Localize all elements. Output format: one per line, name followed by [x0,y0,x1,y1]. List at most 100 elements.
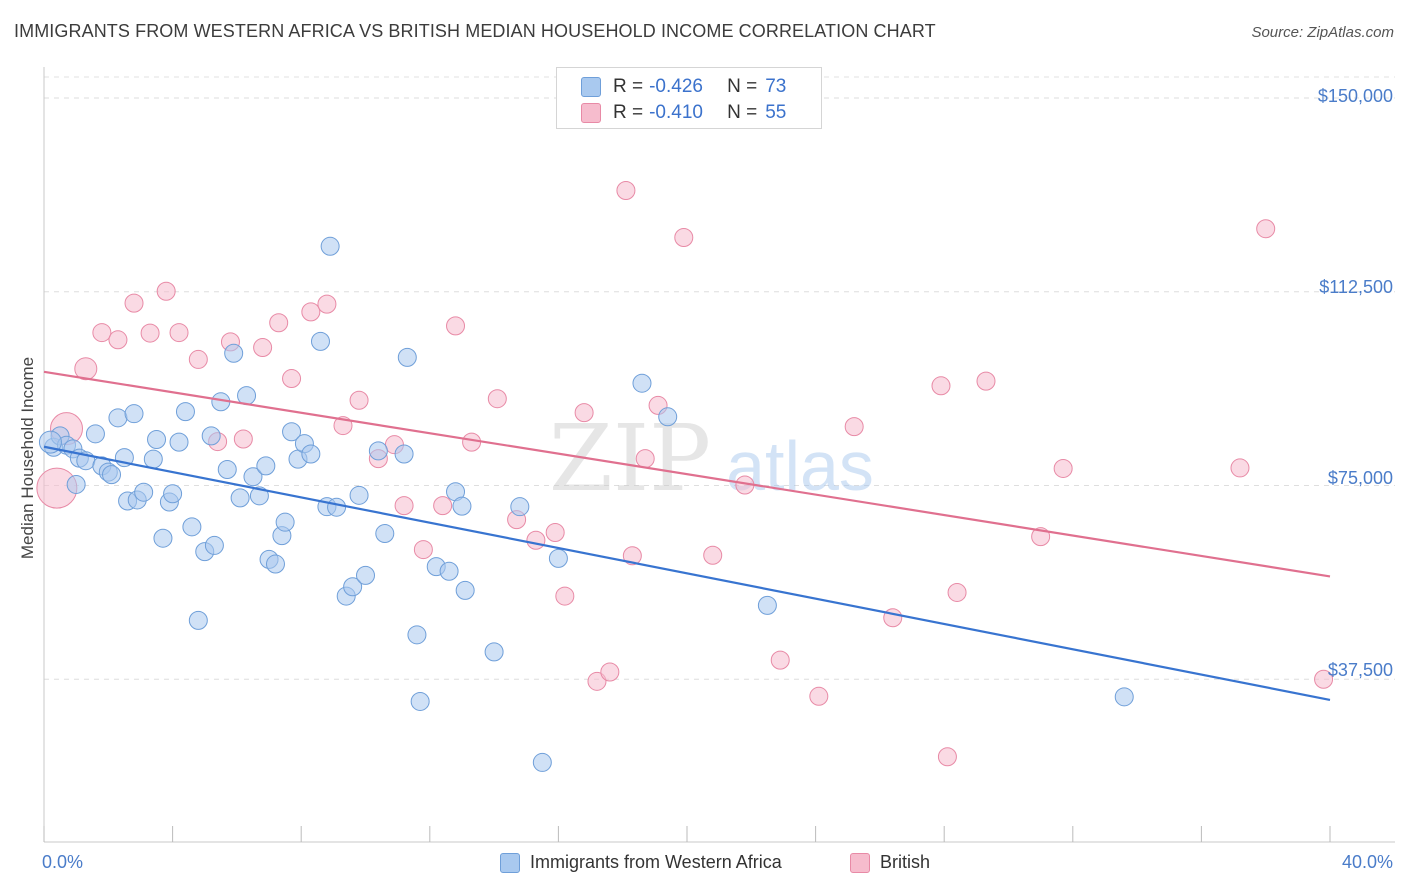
legend-item-western-africa[interactable]: Immigrants from Western Africa [500,852,782,873]
british-point [282,369,302,389]
western-africa-point [548,548,568,568]
western-africa-point [249,486,269,506]
western-africa-point [188,610,208,630]
n-value: 73 [765,76,787,97]
british-point [1053,458,1073,478]
british-point [674,228,694,247]
western-africa-point [265,554,285,574]
x-axis-max-label: 40.0% [1341,852,1393,872]
pink-swatch-icon [581,103,601,123]
r-value: -0.426 [649,76,703,97]
western-africa-point [407,625,427,645]
western-africa-point [147,430,167,450]
british-point [526,530,546,550]
legend-row-british: R = -0.410 N = 55 [581,101,786,125]
watermark: ZIP atlas [549,405,874,512]
western-africa-trend-line [43,445,1331,701]
british-point [433,496,453,516]
stats-legend: R = -0.426 N = 73 R = -0.410 N = 55 [556,67,822,129]
british-point [587,671,607,691]
western-africa-point [230,488,250,508]
british-trend-line [43,370,1331,578]
british-point [883,608,903,628]
y-axis-label: Median Household Income [18,356,37,560]
western-africa-point [356,565,375,585]
british-point [349,390,369,410]
british-point [487,389,507,409]
western-africa-point [343,577,363,597]
british-point [446,316,466,336]
western-africa-point [224,343,244,363]
british-point [545,523,565,543]
western-africa-point [452,496,472,516]
british-point [462,432,482,452]
british-point [770,650,790,670]
blue-swatch-icon [581,77,601,97]
chart-title: IMMIGRANTS FROM WESTERN AFRICA VS BRITIS… [14,21,936,41]
n-label: N = [727,102,758,123]
legend-row-western-africa: R = -0.426 N = 73 [581,75,786,99]
source-label: Source: ZipAtlas.com [1251,24,1394,41]
western-africa-point [410,691,430,711]
western-africa-point [455,580,475,600]
trend-lines [43,370,1331,701]
british-point [92,323,112,343]
r-value: -0.410 [649,102,703,123]
western-africa-point [632,373,652,393]
western-africa-point [439,561,459,581]
legend-label: Immigrants from Western Africa [530,852,782,872]
british-point [809,686,829,706]
british-point [1256,219,1276,239]
western-africa-point [301,444,321,464]
y-tick-label: $112,500 [1319,277,1393,297]
british-point [622,546,642,566]
british-point [169,323,189,343]
western-africa-point [349,485,369,505]
british-point [301,302,321,322]
r-label: R = [613,102,644,123]
british-point [74,357,98,381]
pink-swatch-icon [850,852,870,873]
british-point [600,662,620,682]
x-axis-min-label: 0.0% [42,852,84,872]
watermark-zip: ZIP [549,405,711,512]
british-point [394,496,414,516]
western-africa-point [282,422,302,442]
blue-swatch-icon [500,852,520,873]
western-africa-point [124,404,144,424]
axes [43,67,1395,843]
british-point [937,747,957,767]
western-africa-point [394,444,414,464]
n-value: 55 [765,102,787,123]
western-africa-point [204,535,224,555]
western-africa-point [368,441,388,461]
british-point [317,294,337,314]
western-africa-point [66,474,86,494]
western-africa-point [658,407,678,427]
y-tick-label: $150,000 [1317,86,1393,106]
western-africa-point [532,752,552,772]
western-africa-point [153,528,173,548]
british-point [931,376,951,396]
british-point [947,582,967,602]
western-africa-point [169,432,189,452]
western-africa-point [757,595,777,615]
western-africa-point [134,482,154,502]
western-africa-point [375,524,395,544]
western-africa-point [175,402,195,422]
british-point [233,429,253,449]
western-africa-point [163,484,183,504]
western-africa-point [510,497,530,517]
british-point [616,180,636,200]
western-africa-point [320,236,340,256]
gridlines [44,76,1395,680]
western-africa-point [201,426,221,446]
legend-item-british[interactable]: British [850,852,930,873]
western-africa-point [484,642,504,662]
british-point [124,293,144,313]
british-point [108,330,128,350]
british-point [1230,458,1250,478]
legend-label: British [880,852,931,872]
british-point [635,449,655,469]
british-point [156,281,176,301]
